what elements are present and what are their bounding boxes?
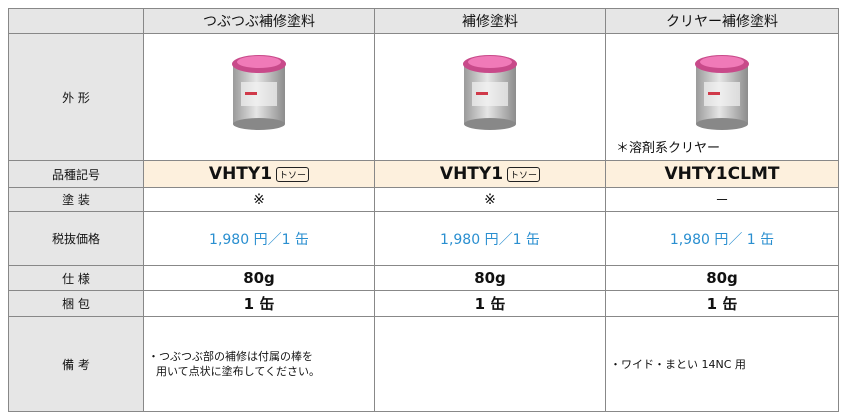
cell: 1,980 円／1 缶	[374, 211, 606, 266]
cell: VHTY1 トソー	[374, 160, 606, 188]
badge: トソー	[507, 166, 541, 182]
packing: 1 缶	[474, 295, 506, 313]
cell: VHTY1 トソー	[143, 160, 375, 188]
price: 1,980 円／ 1 缶	[669, 231, 775, 248]
cell: 1,980 円／ 1 缶	[605, 211, 839, 266]
column-header: クリヤー補修塗料	[605, 8, 839, 34]
packing: 1 缶	[243, 295, 275, 313]
row-label: 品種記号	[8, 160, 144, 188]
cell: ※	[374, 187, 606, 212]
coating: ※	[484, 191, 496, 208]
row: 備 考・つぶつぶ部の補修は付属の棒を用いて点状に塗布してください。 ・ワイド・まと…	[8, 316, 839, 412]
cell: 80g	[143, 265, 375, 291]
spec: 80g	[243, 269, 275, 287]
can-image	[695, 55, 749, 130]
header-row: つぶつぶ補修塗料 補修塗料 クリヤー補修塗料	[8, 8, 839, 34]
cell: 1 缶	[605, 290, 839, 317]
coating: ※	[253, 191, 265, 208]
cell	[143, 33, 375, 161]
cell: ・つぶつぶ部の補修は付属の棒を用いて点状に塗布してください。	[143, 316, 375, 412]
cell: ・ワイド・まとい 14NC 用	[605, 316, 839, 412]
spec: 80g	[474, 269, 506, 287]
cell: 80g	[374, 265, 606, 291]
row: 塗 装 ※ ※ －	[8, 187, 839, 212]
row-label: 梱 包	[8, 290, 144, 317]
cell: ※	[143, 187, 375, 212]
row: 仕 様 80g 80g 80g	[8, 265, 839, 291]
row: 梱 包 1 缶 1 缶 1 缶	[8, 290, 839, 317]
note: ＊溶剤系クリヤー	[616, 141, 721, 156]
packing: 1 缶	[706, 295, 738, 313]
row: 品種記号 VHTY1 トソー VHTY1 トソー VHTY1CLMT	[8, 160, 839, 188]
image-cell	[375, 34, 605, 160]
cell: ＊溶剤系クリヤー	[605, 33, 839, 161]
row: 税抜価格 1,980 円／1 缶 1,980 円／1 缶 1,980 円／ 1 缶	[8, 211, 839, 266]
remark-line: 用いて点状に塗布してください。	[156, 365, 321, 378]
row-label: 塗 装	[8, 187, 144, 212]
cell: －	[605, 187, 839, 212]
row-label: 外 形	[8, 33, 144, 161]
cell: 1 缶	[374, 290, 606, 317]
column-header: 補修塗料	[374, 8, 606, 34]
price: 1,980 円／1 缶	[209, 231, 309, 248]
image-cell: ＊溶剤系クリヤー	[606, 34, 838, 160]
row-label: 税抜価格	[8, 211, 144, 266]
spec-table: つぶつぶ補修塗料 補修塗料 クリヤー補修塗料外 形＊溶剤系クリヤー 品種記号 VHTY1…	[8, 8, 839, 412]
spec: 80g	[706, 269, 738, 287]
model-code: VHTY1	[208, 164, 273, 184]
row-label: 備 考	[8, 316, 144, 412]
column-header: つぶつぶ補修塗料	[143, 8, 375, 34]
remark-line: ・つぶつぶ部の補修は付属の棒を	[148, 350, 313, 363]
image-cell	[144, 34, 374, 160]
can-image	[463, 55, 517, 130]
model-code: VHTY1	[439, 164, 504, 184]
cell	[374, 33, 606, 161]
remark-line: ・ワイド・まとい 14NC 用	[610, 357, 746, 371]
model-code: VHTY1CLMT	[664, 164, 780, 184]
corner-cell	[8, 8, 144, 34]
badge: トソー	[276, 166, 310, 182]
cell: VHTY1CLMT	[605, 160, 839, 188]
price: 1,980 円／1 缶	[440, 231, 540, 248]
cell: 1 缶	[143, 290, 375, 317]
row-label: 仕 様	[8, 265, 144, 291]
cell: 1,980 円／1 缶	[143, 211, 375, 266]
row: 外 形 ＊溶剤系クリヤー	[8, 33, 839, 161]
cell	[374, 316, 606, 412]
coating: －	[715, 192, 729, 209]
cell: 80g	[605, 265, 839, 291]
can-image	[232, 55, 286, 130]
